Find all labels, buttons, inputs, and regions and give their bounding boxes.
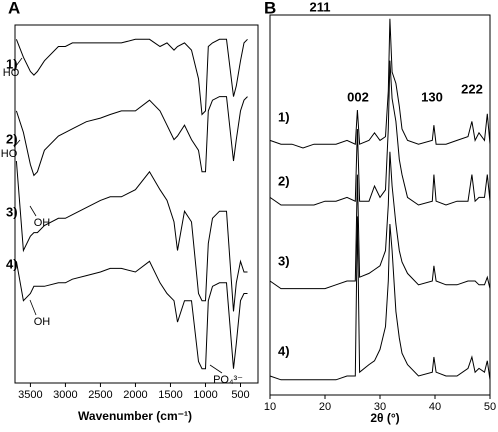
annotation-arrow	[13, 139, 21, 148]
spectrum-line	[15, 260, 248, 370]
series-label: 2)	[6, 131, 18, 146]
series-label: 3)	[6, 204, 18, 219]
annotation: PO₄³⁻	[213, 374, 243, 386]
x-tick-label: 3500	[18, 389, 42, 401]
annotation: 130	[421, 89, 443, 104]
spectrum-line	[269, 18, 491, 149]
annotation-arrow	[29, 205, 37, 217]
x-tick-label: 2000	[123, 389, 147, 401]
series-label: 3)	[278, 253, 290, 268]
x-tick-label: 20	[319, 401, 331, 413]
annotation: OH	[34, 316, 51, 328]
x-axis-label: 2θ (°)	[370, 411, 399, 425]
x-axis-label: Wavenumber (cm⁻¹)	[78, 409, 192, 423]
spectrum-line	[15, 160, 248, 312]
panel-label: B	[264, 0, 276, 17]
x-tick-label: 1500	[158, 389, 182, 401]
annotation: 002	[347, 89, 369, 104]
panel-label: A	[8, 0, 20, 17]
x-tick-label: 3000	[53, 389, 77, 401]
series-label: 1)	[6, 56, 18, 71]
annotation: 211	[310, 0, 331, 14]
plot-frame	[14, 24, 259, 384]
x-tick-label: 50	[484, 401, 496, 413]
annotation: HO	[3, 67, 20, 79]
annotation-arrow	[29, 299, 37, 316]
spectrum-line	[269, 216, 491, 381]
spectrum-line	[15, 38, 248, 116]
spectrum-line	[269, 60, 491, 206]
annotation: HO	[1, 148, 18, 160]
annotation: OH	[34, 217, 51, 229]
x-tick-label: 2500	[88, 389, 112, 401]
annotation-arrow	[15, 57, 23, 67]
series-label: 1)	[278, 109, 290, 124]
series-label: 4)	[6, 256, 18, 271]
x-tick-label: 500	[231, 389, 249, 401]
series-label: 4)	[278, 343, 290, 358]
x-tick-label: 10	[264, 401, 276, 413]
annotation-arrow	[209, 364, 223, 374]
spectrum-line	[269, 151, 491, 290]
spectrum-line	[15, 96, 248, 177]
x-tick-label: 1000	[193, 389, 217, 401]
series-label: 2)	[278, 173, 290, 188]
x-tick-label: 30	[374, 401, 386, 413]
x-tick-label: 40	[429, 401, 441, 413]
annotation: 222	[461, 81, 483, 96]
